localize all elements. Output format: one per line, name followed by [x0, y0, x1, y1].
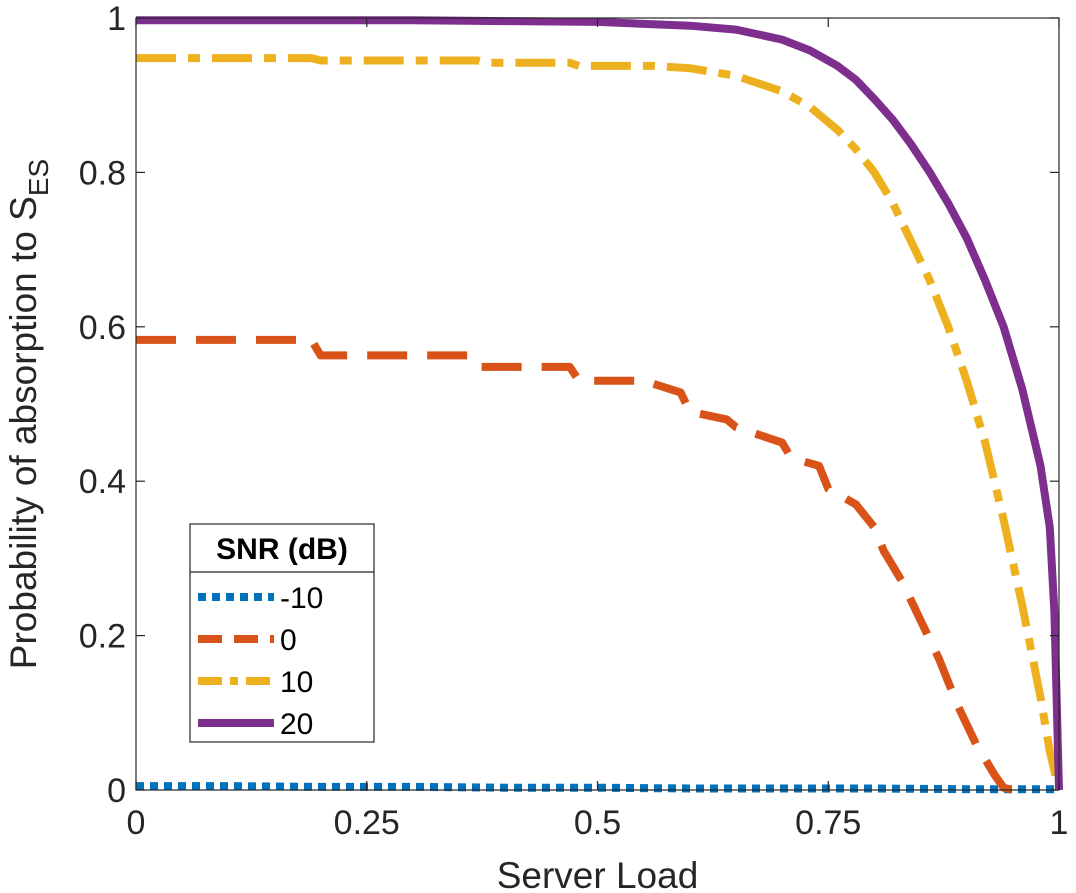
x-tick-label: 0.5 [574, 804, 621, 842]
tick-labels-layer: 0 0.25 0.5 0.75 100.20.40.60.81 [79, 0, 1069, 842]
y-tick-label: 0.4 [79, 463, 126, 501]
y-tick-label: 0.8 [79, 154, 126, 192]
legend-label-3: 10 [280, 666, 313, 699]
x-tick-label: 0.75 [795, 804, 861, 842]
y-tick-label: 1 [107, 0, 126, 38]
series-layer [136, 16, 1063, 794]
y-tick-label: 0.6 [79, 309, 126, 347]
series-line-2 [136, 335, 1014, 794]
series-line-4 [136, 16, 1063, 791]
y-axis-label-subscript: ES [23, 159, 54, 196]
y-axis-label: Probability of absorption to SES [3, 159, 54, 669]
x-tick-label: 1 [1050, 804, 1069, 842]
legend-label-1: -10 [280, 582, 323, 615]
ticks-layer [135, 17, 1060, 791]
legend-title: SNR (dB) [216, 533, 348, 566]
x-axis-label: Server Load [497, 855, 699, 893]
y-tick-label: 0.2 [79, 618, 126, 656]
legend: SNR (dB) -10 0 10 20 [189, 523, 375, 743]
series-line-3 [136, 54, 1063, 791]
x-tick-label: 0 [127, 804, 146, 842]
legend-entries: -10 0 10 20 [198, 582, 323, 741]
legend-label-4: 20 [280, 708, 313, 741]
legend-label-2: 0 [280, 624, 297, 657]
y-tick-label: 0 [107, 772, 126, 810]
y-axis-label-main: Probability of absorption to S [3, 196, 44, 669]
x-tick-label: 0.25 [334, 804, 400, 842]
legend-box [189, 523, 375, 743]
